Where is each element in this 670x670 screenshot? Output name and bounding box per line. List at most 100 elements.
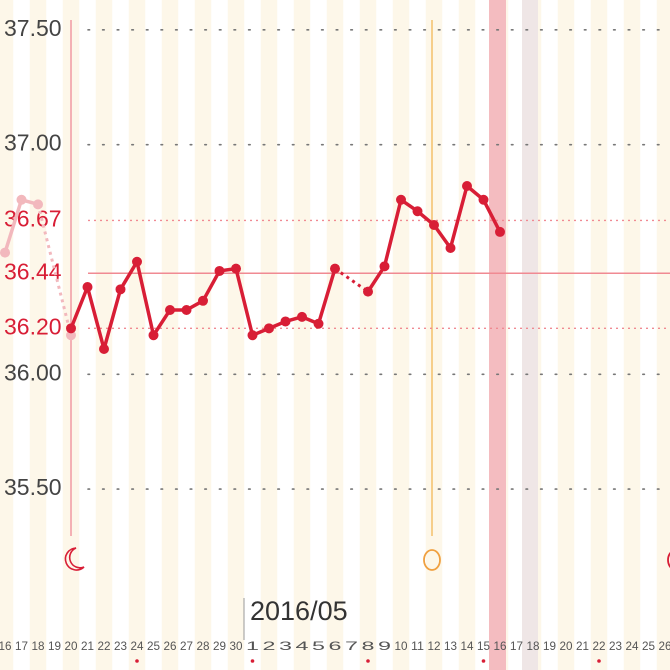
- x-tick-label: 26: [659, 639, 670, 653]
- x-tick-label: 1: [246, 639, 260, 653]
- temperature-point: [264, 323, 274, 334]
- x-tick-label: 16: [0, 639, 12, 653]
- x-tick-label: 17: [15, 639, 28, 653]
- day-stripe: [557, 0, 575, 670]
- x-tick-label: 22: [593, 639, 606, 653]
- temperature-point: [99, 344, 109, 355]
- x-tick-label: 12: [428, 639, 441, 653]
- day-stripe: [29, 0, 47, 670]
- day-stripe: [458, 0, 476, 670]
- x-tick-label: 18: [527, 639, 540, 653]
- x-tick-label: 26: [164, 639, 177, 653]
- temperature-point: [33, 199, 43, 210]
- x-tick-label: 9: [378, 639, 392, 653]
- week-dot: [135, 659, 139, 663]
- temperature-point: [412, 206, 423, 217]
- x-tick-label: 17: [510, 639, 523, 653]
- temperature-point: [132, 256, 142, 267]
- temperature-point: [66, 323, 76, 334]
- x-tick-label: 29: [213, 639, 226, 653]
- day-stripe: [590, 0, 608, 670]
- temperature-point: [396, 194, 406, 205]
- x-tick-label: 22: [98, 639, 111, 653]
- x-tick-label: 11: [411, 639, 424, 653]
- day-stripe: [95, 0, 113, 670]
- x-tick-label: 8: [362, 639, 376, 653]
- x-tick-label: 25: [642, 639, 655, 653]
- x-tick-label: 10: [395, 639, 408, 653]
- temperature-point: [231, 263, 241, 274]
- day-stripe: [0, 0, 14, 670]
- x-tick-label: 6: [329, 639, 343, 653]
- y-tick-label: 37.50: [4, 15, 62, 41]
- x-tick-label: 30: [230, 639, 243, 653]
- temperature-point: [181, 304, 192, 315]
- temperature-point: [363, 286, 373, 297]
- day-stripe: [161, 0, 179, 670]
- x-tick-label: 19: [543, 639, 556, 653]
- day-stripe: [425, 0, 443, 670]
- week-dot: [597, 659, 601, 663]
- x-tick-label: 27: [180, 639, 193, 653]
- month-label: 2016/05: [250, 596, 348, 626]
- x-tick-label: 18: [32, 639, 45, 653]
- temperature-point: [313, 318, 324, 329]
- temperature-point: [0, 247, 10, 258]
- temperature-point: [165, 304, 175, 315]
- temperature-point: [429, 220, 439, 231]
- temperature-point: [379, 261, 390, 272]
- temperature-point: [297, 311, 307, 322]
- x-tick-label: 19: [48, 639, 61, 653]
- week-dot: [481, 659, 486, 663]
- day-stripe: [128, 0, 146, 670]
- next-column: [522, 0, 538, 670]
- x-tick-label: 24: [626, 639, 639, 653]
- x-tick-label: 23: [114, 639, 127, 653]
- x-tick-label: 3: [279, 639, 293, 653]
- day-stripe: [227, 0, 245, 670]
- week-dot: [366, 659, 370, 663]
- temperature-point: [66, 330, 76, 341]
- temperature-point: [198, 295, 208, 306]
- day-stripe: [656, 0, 670, 670]
- day-stripe: [260, 0, 278, 670]
- temperature-point: [330, 263, 340, 274]
- x-tick-label: 25: [147, 639, 160, 653]
- y-tick-label: 36.00: [4, 359, 62, 385]
- x-tick-label: 28: [197, 639, 210, 653]
- x-tick-label: 14: [461, 639, 474, 653]
- ovulation-icon: [423, 549, 441, 571]
- week-dot: [250, 659, 255, 663]
- x-tick-label: 13: [444, 639, 457, 653]
- temperature-point: [115, 284, 126, 295]
- y-tick-label: 35.50: [4, 474, 62, 500]
- day-stripe: [326, 0, 344, 670]
- temperature-point: [445, 242, 456, 253]
- x-tick-label: 21: [576, 639, 589, 653]
- x-tick-label: 2: [263, 639, 277, 653]
- next-icon: [667, 551, 670, 569]
- temperature-point: [478, 194, 489, 205]
- x-tick-label: 21: [81, 639, 94, 653]
- temperature-point: [280, 316, 291, 327]
- x-tick-label: 16: [494, 639, 507, 653]
- x-tick-label: 5: [312, 639, 326, 653]
- x-tick-label: 20: [560, 639, 573, 653]
- day-stripe: [194, 0, 212, 670]
- x-tick-label: 4: [296, 639, 310, 653]
- gap-bridge: [36, 203, 73, 336]
- x-tick-label: 15: [477, 639, 490, 653]
- temperature-point: [214, 265, 225, 276]
- marker-tick-label: 36.20: [4, 313, 62, 339]
- period-icon: [64, 547, 85, 571]
- y-tick-label: 37.00: [4, 130, 62, 156]
- marker-tick-label: 36.44: [4, 258, 62, 284]
- day-stripe: [359, 0, 377, 670]
- x-tick-label: 7: [345, 639, 359, 653]
- temperature-point: [148, 330, 159, 341]
- x-tick-label: 23: [609, 639, 622, 653]
- temperature-point: [462, 180, 472, 191]
- day-stripe: [623, 0, 641, 670]
